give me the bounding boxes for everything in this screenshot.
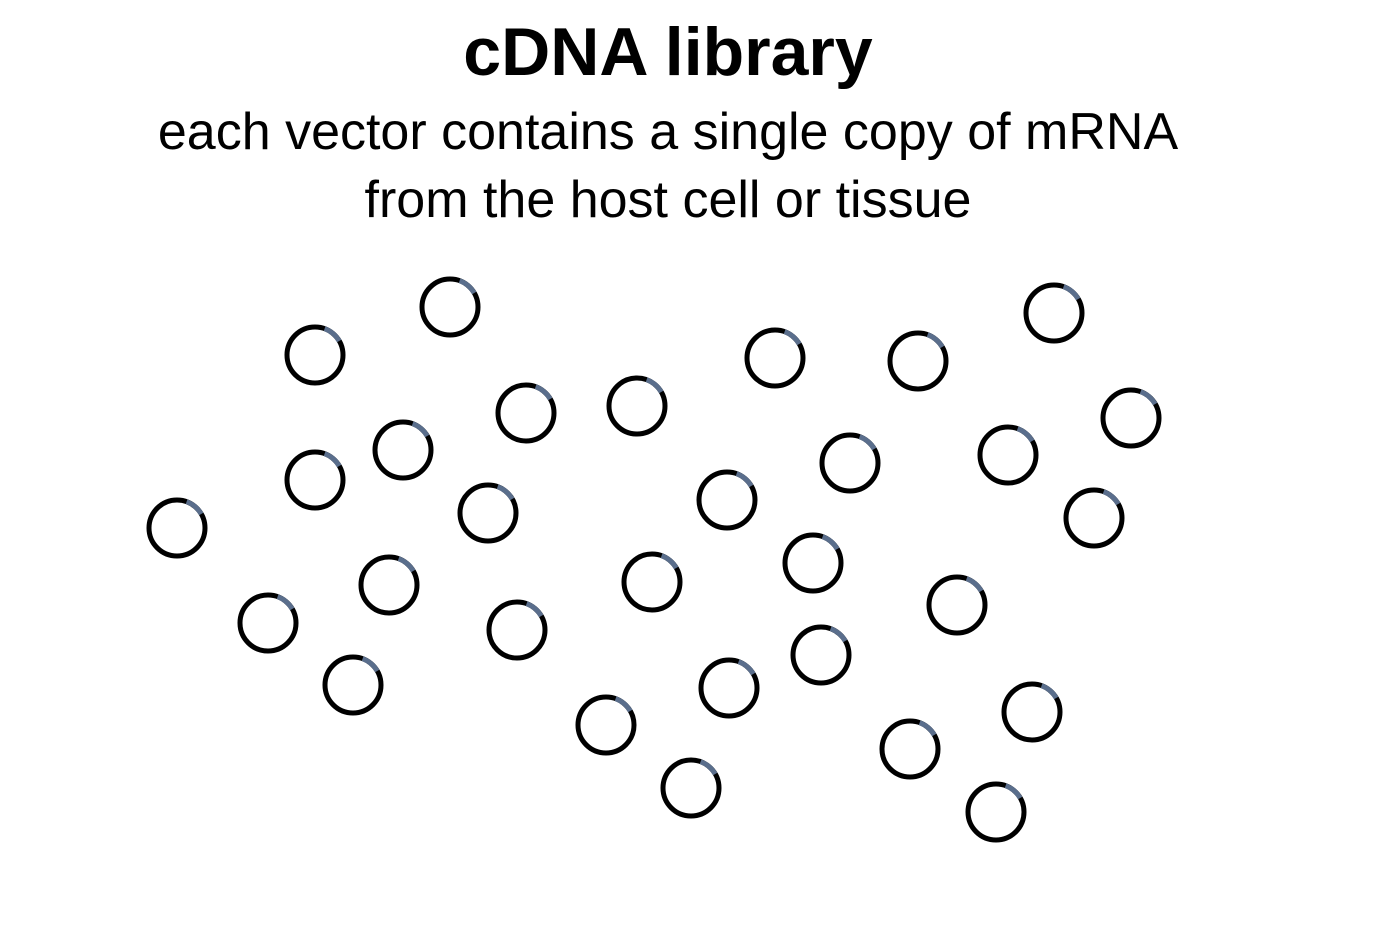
slide-title: cDNA library (463, 14, 873, 90)
plasmid-vector (977, 424, 1039, 486)
cdna-insert-arc (1139, 389, 1158, 406)
plasmid-ring (575, 694, 637, 756)
plasmid-vector (284, 324, 346, 386)
plasmid-vector (372, 419, 434, 481)
plasmid-ring (284, 449, 346, 511)
cdna-insert-arc (276, 594, 295, 611)
plasmid-ring (1063, 487, 1125, 549)
plasmid-vector (575, 694, 637, 756)
plasmid-ring (926, 574, 988, 636)
plasmid-ring (621, 551, 683, 613)
plasmid-ring (879, 718, 941, 780)
plasmid-vector (790, 624, 852, 686)
plasmid-vector (782, 532, 844, 594)
plasmid-ring (372, 419, 434, 481)
cdna-insert-arc (323, 326, 342, 343)
cdna-insert-arc (397, 556, 416, 573)
cdna-insert-arc (1016, 426, 1035, 443)
plasmid-ring (358, 554, 420, 616)
plasmid-ring (457, 482, 519, 544)
plasmid-vector (696, 469, 758, 531)
cdna-insert-arc (185, 499, 204, 516)
plasmid-vector (1023, 282, 1085, 344)
plasmid-vector (926, 574, 988, 636)
cdna-insert-arc (496, 484, 515, 501)
plasmid-vector (358, 554, 420, 616)
plasmid-ring (887, 330, 949, 392)
plasmid-vector (457, 482, 519, 544)
subtitle-line-1: each vector contains a single copy of mR… (157, 103, 1179, 161)
plasmid-ring (606, 375, 668, 437)
cdna-insert-arc (411, 421, 430, 438)
cdna-insert-arc (1040, 683, 1059, 700)
plasmid-ring (698, 657, 760, 719)
plasmid-vector (495, 382, 557, 444)
plasmid-vector (322, 654, 384, 716)
plasmid-ring (419, 276, 481, 338)
cdna-insert-arc (735, 471, 754, 488)
plasmid-vector (1001, 681, 1063, 743)
plasmid-vector (146, 497, 208, 559)
cdna-insert-arc (323, 451, 342, 468)
plasmid-ring (322, 654, 384, 716)
plasmid-vector (744, 327, 806, 389)
plasmid-ring (790, 624, 852, 686)
cdna-insert-arc (821, 534, 840, 551)
plasmid-vector (486, 599, 548, 661)
cdna-insert-arc (918, 720, 937, 737)
subtitle-line-2: from the host cell or tissue (364, 171, 972, 229)
cdna-insert-arc (699, 759, 718, 776)
plasmid-ring (486, 599, 548, 661)
plasmid-vector (284, 449, 346, 511)
cdna-insert-arc (965, 576, 984, 593)
plasmid-ring (744, 327, 806, 389)
cdna-insert-arc (361, 656, 380, 673)
plasmid-ring (1100, 387, 1162, 449)
plasmid-ring (1001, 681, 1063, 743)
plasmid-ring (284, 324, 346, 386)
slide-subtitle: each vector contains a single copy of mR… (0, 98, 1336, 234)
plasmid-vector (698, 657, 760, 719)
plasmid-vector (965, 781, 1027, 843)
cdna-insert-arc (1062, 284, 1081, 301)
cdna-insert-arc (660, 553, 679, 570)
cdna-insert-arc (614, 696, 633, 713)
plasmid-vector (887, 330, 949, 392)
plasmid-ring (495, 382, 557, 444)
plasmid-vector (621, 551, 683, 613)
cdna-insert-arc (783, 329, 802, 346)
plasmid-ring (660, 757, 722, 819)
plasmid-ring (819, 432, 881, 494)
plasmid-ring (1023, 282, 1085, 344)
cdna-insert-arc (458, 278, 477, 295)
cdna-insert-arc (525, 601, 544, 618)
plasmid-ring (696, 469, 758, 531)
plasmid-vector (1063, 487, 1125, 549)
cdna-insert-arc (926, 332, 945, 349)
plasmid-vector (660, 757, 722, 819)
plasmid-ring (237, 592, 299, 654)
plasmid-vector (419, 276, 481, 338)
cdna-insert-arc (534, 384, 553, 401)
plasmid-ring (782, 532, 844, 594)
plasmid-vector (819, 432, 881, 494)
cdna-insert-arc (1102, 489, 1121, 506)
cdna-insert-arc (829, 626, 848, 643)
plasmid-vector (879, 718, 941, 780)
cdna-insert-arc (737, 659, 756, 676)
plasmid-ring (977, 424, 1039, 486)
plasmid-ring (965, 781, 1027, 843)
cdna-insert-arc (1004, 783, 1023, 800)
cdna-insert-arc (645, 377, 664, 394)
plasmid-vector (237, 592, 299, 654)
cdna-insert-arc (858, 434, 877, 451)
plasmid-vector (606, 375, 668, 437)
plasmid-vector (1100, 387, 1162, 449)
plasmid-ring (146, 497, 208, 559)
